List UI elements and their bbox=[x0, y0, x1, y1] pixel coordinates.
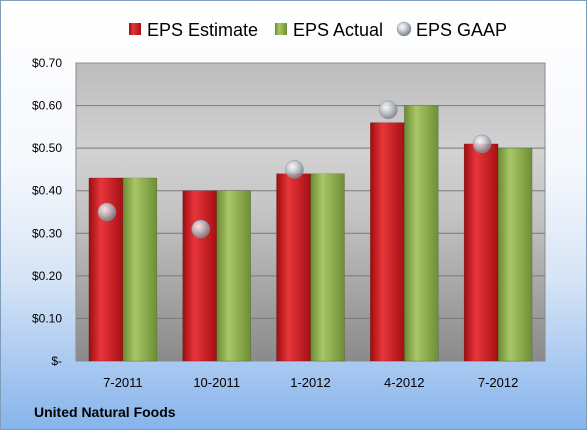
x-tick-label: 7-2011 bbox=[103, 375, 143, 390]
eps-estimate-bar bbox=[276, 173, 311, 362]
x-tick-label: 1-2012 bbox=[290, 375, 330, 390]
y-tick-label: $- bbox=[51, 354, 62, 368]
legend-label: EPS Estimate bbox=[147, 20, 258, 40]
eps-gaap-marker bbox=[191, 219, 210, 239]
eps-gaap-marker bbox=[97, 202, 117, 222]
x-axis-ticks: 7-2011 10-2011 1-2012 4-2012 7-2012 bbox=[103, 375, 518, 390]
y-axis-ticks: $- $0.10 $0.20 $0.30 $0.40 $0.50 $0.60 $0.70 bbox=[32, 56, 62, 368]
bars bbox=[88, 105, 533, 362]
eps-actual-bar bbox=[404, 105, 439, 362]
eps-actual-bar bbox=[122, 177, 158, 362]
eps-gaap-marker bbox=[379, 100, 398, 120]
eps-estimate-bar bbox=[182, 190, 217, 362]
legend-swatch bbox=[275, 23, 287, 35]
y-tick-label: $0.70 bbox=[32, 56, 62, 70]
eps-actual-bar bbox=[310, 173, 345, 362]
legend-label: EPS GAAP bbox=[416, 20, 507, 40]
y-tick-label: $0.40 bbox=[32, 184, 62, 198]
legend-eps-gaap: EPS GAAP bbox=[396, 20, 507, 40]
x-tick-label: 10-2011 bbox=[193, 375, 240, 390]
y-tick-label: $0.20 bbox=[32, 269, 62, 283]
eps-gaap-marker bbox=[472, 134, 492, 154]
eps-gaap-marker bbox=[285, 160, 304, 179]
y-tick-label: $0.50 bbox=[32, 141, 62, 155]
y-tick-label: $0.10 bbox=[32, 311, 62, 325]
legend-eps-actual: EPS Actual bbox=[275, 20, 383, 40]
y-tick-label: $0.30 bbox=[32, 226, 62, 240]
eps-actual-bar bbox=[497, 147, 533, 362]
eps-estimate-bar bbox=[463, 143, 499, 362]
y-tick-label: $0.60 bbox=[32, 99, 62, 113]
legend-swatch bbox=[396, 21, 412, 37]
legend-label: EPS Actual bbox=[293, 20, 383, 40]
x-tick-label: 7-2012 bbox=[478, 375, 518, 390]
eps-estimate-bar bbox=[370, 122, 405, 362]
legend: EPS Estimate EPS Actual EPS GAAP bbox=[129, 20, 507, 40]
legend-swatch bbox=[129, 23, 141, 35]
x-tick-label: 4-2012 bbox=[384, 375, 424, 390]
eps-actual-bar bbox=[216, 190, 251, 362]
legend-eps-estimate: EPS Estimate bbox=[129, 20, 258, 40]
company-name: United Natural Foods bbox=[34, 404, 176, 420]
gaap-markers bbox=[97, 100, 492, 239]
